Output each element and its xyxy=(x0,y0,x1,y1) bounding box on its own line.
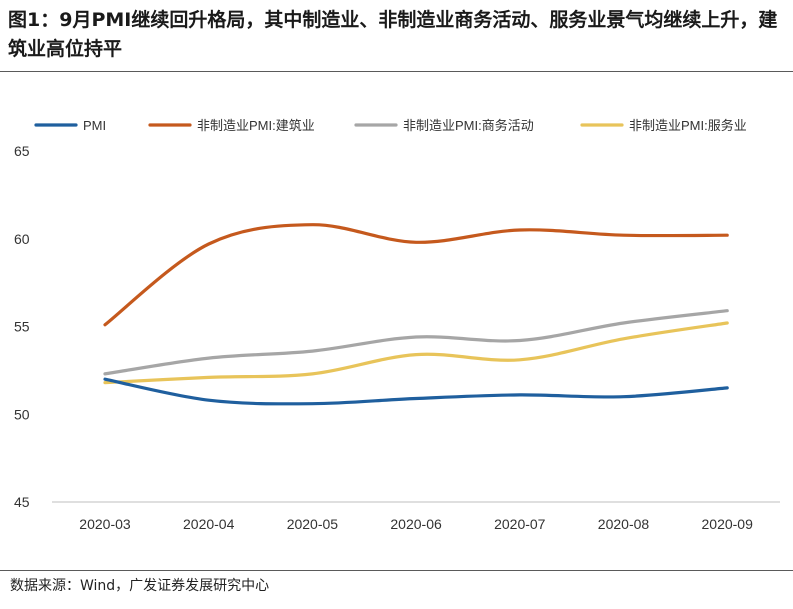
x-axis: 2020-03 2020-04 2020-05 2020-06 2020-07 2020-… xyxy=(52,501,780,532)
legend-label: 非制造业PMI:服务业 xyxy=(629,118,747,133)
y-tick-label: 65 xyxy=(14,143,30,159)
y-axis: 45 50 55 60 65 xyxy=(14,143,30,510)
bottom-divider xyxy=(0,570,793,571)
chart-title: 图1：9月PMI继续回升格局，其中制造业、非制造业商务活动、服务业景气均继续上升… xyxy=(8,9,778,60)
x-tick-label: 2020-05 xyxy=(287,516,339,532)
series-line xyxy=(103,223,729,327)
series-line xyxy=(103,321,729,385)
x-tick-label: 2020-03 xyxy=(79,516,131,532)
legend-label: 非制造业PMI:商务活动 xyxy=(403,118,534,133)
y-tick-label: 50 xyxy=(14,406,30,422)
source-note: 数据来源：Wind，广发证券发展研究中心 xyxy=(10,578,270,594)
legend-label: 非制造业PMI:建筑业 xyxy=(197,118,315,133)
x-tick-label: 2020-04 xyxy=(183,516,235,532)
x-tick-label: 2020-09 xyxy=(702,516,754,532)
series-line xyxy=(103,377,729,406)
x-tick-label: 2020-08 xyxy=(598,516,650,532)
x-tick-label: 2020-06 xyxy=(390,516,442,532)
top-divider xyxy=(0,71,793,72)
legend: PMI 非制造业PMI:建筑业 非制造业PMI:商务活动 非制造业PMI:服务业 xyxy=(34,118,747,133)
series-line xyxy=(103,309,729,376)
y-tick-label: 60 xyxy=(14,231,30,247)
y-tick-label: 55 xyxy=(14,319,30,335)
x-tick-label: 2020-07 xyxy=(494,516,546,532)
series-group xyxy=(103,223,729,406)
legend-label: PMI xyxy=(83,118,106,133)
y-tick-label: 45 xyxy=(14,494,30,510)
